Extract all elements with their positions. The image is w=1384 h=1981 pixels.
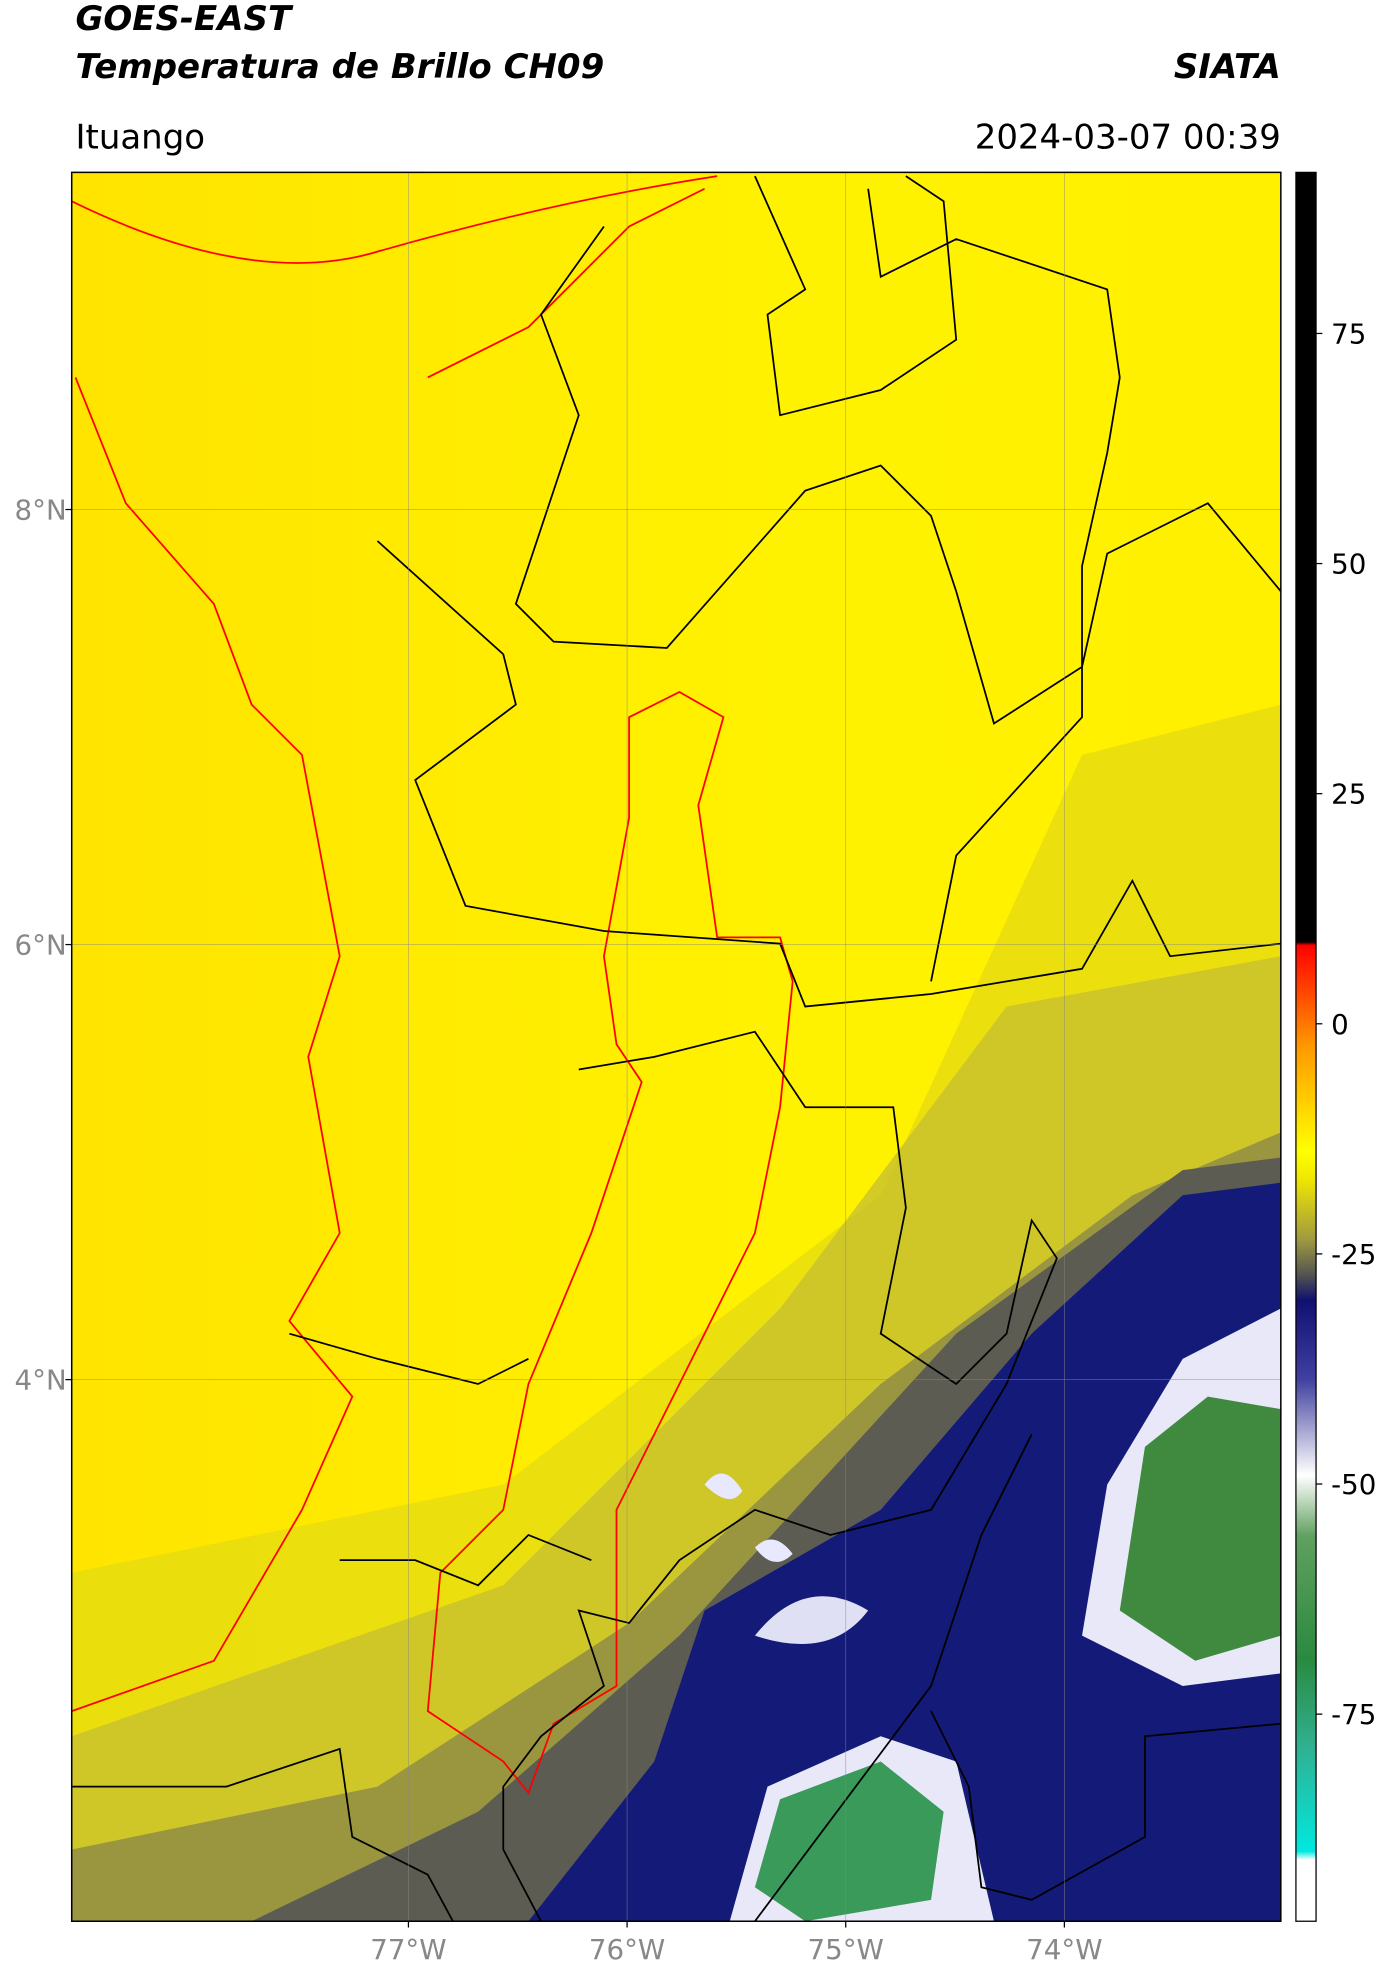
coastline (71, 175, 718, 1712)
colorbar-tick-label: 75 (1331, 318, 1366, 351)
x-tick-label: 75°W (808, 1933, 884, 1966)
colorbar-tick-label: 50 (1331, 548, 1366, 581)
x-tick-label: 76°W (589, 1933, 665, 1966)
y-tick-label: 4°N (15, 1364, 67, 1397)
timestamp: 2024-03-07 00:39 (975, 117, 1281, 157)
colorbar-tick-label: -25 (1331, 1238, 1376, 1271)
colorbar-tick-label: 25 (1331, 778, 1366, 811)
graticule (65, 172, 1281, 1928)
title: GOES-EAST (75, 0, 293, 39)
organization: SIATA (1174, 47, 1281, 87)
department-borders (71, 175, 1281, 1922)
x-tick-label: 74°W (1026, 1933, 1102, 1966)
y-tick-label: 6°N (15, 929, 67, 962)
basin-outline (426, 690, 794, 1795)
x-tick-label: 77°W (370, 1933, 446, 1966)
location: Ituango (75, 117, 205, 157)
colorbar-tick-label: 0 (1331, 1008, 1349, 1041)
map-imagery (71, 172, 1281, 1922)
subtitle: Temperatura de Brillo CH09 (75, 47, 604, 87)
colorbar-ticks: 75 50 25 0 -25 -50 -75 (1316, 318, 1376, 1731)
colorbar (1295, 171, 1317, 1922)
boundaries (71, 175, 1281, 1922)
map-frame (70, 171, 1282, 1922)
y-tick-label: 8°N (15, 494, 67, 527)
colorbar-tick-label: -75 (1331, 1698, 1376, 1731)
colorbar-tick-label: -50 (1331, 1468, 1376, 1501)
